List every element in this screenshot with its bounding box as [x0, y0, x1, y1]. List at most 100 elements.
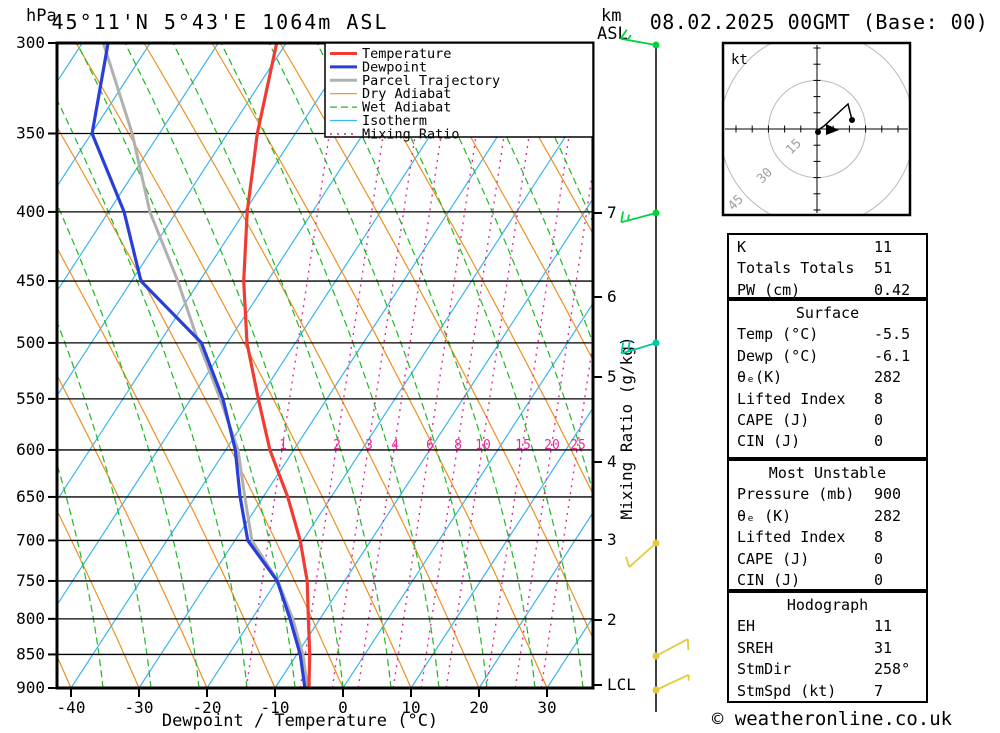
- stats-box-header: Hodograph: [786, 596, 869, 614]
- legend-label: Temperature: [362, 46, 451, 62]
- plot-border: [55, 41, 595, 690]
- stats-row: θₑ(K) 282: [729, 367, 926, 388]
- stat-label: SREH: [737, 638, 774, 657]
- stats-row: CIN (J) 0: [729, 431, 926, 452]
- mixing-ratio-value: 8: [454, 438, 462, 453]
- pressure-tick-label: 850: [16, 644, 45, 663]
- plot-background-lines: [57, 43, 593, 688]
- stats-row: CIN (J) 0: [729, 570, 926, 591]
- legend-label: Isotherm: [362, 113, 427, 129]
- stat-value: 0: [874, 549, 884, 568]
- stat-value: 0: [874, 570, 884, 589]
- km-axis-label: km: [601, 6, 622, 26]
- legend-label: Wet Adiabat: [362, 100, 451, 116]
- mixing-ratio-value: 10: [475, 438, 491, 453]
- stat-label: Lifted Index: [737, 389, 846, 408]
- pressure-tick-label: 550: [16, 389, 45, 408]
- legend-label: Dry Adiabat: [362, 86, 451, 102]
- temp-tick-label: -20: [193, 698, 222, 717]
- stats-row: StmDir 258°: [729, 659, 926, 680]
- wind-barb: [620, 209, 660, 224]
- km-tick-label: 2: [607, 610, 617, 629]
- parcel-trajectory-curve: [101, 43, 310, 688]
- wind-barb: [619, 29, 660, 49]
- stats-row: PW (cm) 0.42: [729, 280, 926, 301]
- mixing-ratio-value: 3: [365, 438, 373, 453]
- temp-tick-label: -40: [57, 698, 86, 717]
- stats-row: Totals Totals 51: [729, 258, 926, 279]
- lcl-label: LCL: [607, 675, 636, 694]
- stat-value: 0.42: [874, 280, 911, 299]
- stats-box-hodograph: Hodograph EH 11 SREH 31 StmDir 258° StmSpd (kt)…: [727, 591, 928, 703]
- stat-label: Dewp (°C): [737, 346, 819, 365]
- legend-label: Dewpoint: [362, 59, 427, 75]
- stat-value: 282: [874, 506, 902, 525]
- wind-barb: [652, 638, 690, 660]
- wet-adiabat-lines: [57, 43, 593, 688]
- stat-value: 258°: [874, 660, 911, 679]
- stats-box-header: Surface: [795, 304, 860, 322]
- mixing-ratio-value: 4: [391, 438, 399, 453]
- temp-tick-label: -10: [261, 698, 290, 717]
- stat-value: 11: [874, 238, 893, 256]
- km-tick-label: 6: [607, 287, 617, 306]
- stats-row: CAPE (J) 0: [729, 410, 926, 431]
- stats-row: K 11: [729, 237, 926, 258]
- temp-tick-label: 10: [401, 698, 420, 717]
- wind-barb: [625, 539, 660, 568]
- mixing-ratio-value: 2: [333, 438, 341, 453]
- stat-label: EH: [737, 617, 756, 636]
- stats-row: θₑ (K) 282: [729, 506, 926, 527]
- wind-barb: [620, 339, 660, 355]
- stats-row: CAPE (J) 0: [729, 549, 926, 570]
- temp-tick-label: -30: [125, 698, 154, 717]
- stat-label: CAPE (J): [737, 410, 810, 429]
- stat-label: Lifted Index: [737, 528, 846, 547]
- pressure-tick-label: 700: [16, 530, 45, 549]
- pressure-tick-label: 500: [16, 333, 45, 352]
- stat-value: -5.5: [874, 325, 911, 344]
- stat-label: CAPE (J): [737, 549, 810, 568]
- pressure-tick-label: 750: [16, 571, 45, 590]
- pressure-tick-label: 900: [16, 678, 45, 697]
- stats-row: SREH 31: [729, 638, 926, 659]
- stat-label: StmSpd (kt): [737, 681, 837, 700]
- stat-value: 11: [874, 617, 893, 636]
- temperature-axis: -40 -30 -20 -10 0 10 20 30 Dewpoint / Temperatur…: [57, 688, 557, 731]
- stats-row: Lifted Index 8: [729, 527, 926, 548]
- stat-value: -6.1: [874, 346, 911, 365]
- stat-value: 7: [874, 681, 884, 700]
- stat-value: 900: [874, 485, 902, 504]
- stat-label: Temp (°C): [737, 325, 819, 344]
- wind-barb: [652, 673, 690, 694]
- stat-value: 282: [874, 368, 902, 387]
- mixing-ratio-labels: 1 2 3 4 6 8 10 15 20 25 Mixing Ratio (g/kg): [279, 336, 636, 519]
- stats-row: Dewp (°C) -6.1: [729, 346, 926, 367]
- dewpoint-curve: [90, 43, 307, 688]
- pressure-tick-label: 350: [16, 124, 45, 143]
- stat-label: Pressure (mb): [737, 485, 855, 504]
- km-tick-label: 3: [607, 530, 617, 549]
- stats-box-most-unstable: Most Unstable Pressure (mb) 900 θₑ (K) 282 Li…: [727, 459, 928, 591]
- stats-row: Temp (°C) -5.5: [729, 324, 926, 345]
- stat-value: 51: [874, 259, 893, 278]
- stat-label: Totals Totals: [737, 259, 855, 278]
- pressure-axis-unit: hPa: [26, 6, 57, 26]
- legend-label: Parcel Trajectory: [362, 73, 500, 89]
- stat-label: θₑ (K): [737, 506, 792, 525]
- stat-value: 0: [874, 432, 884, 451]
- legend-label: Mixing Ratio: [362, 126, 460, 142]
- pressure-tick-label: 800: [16, 609, 45, 628]
- pressure-tick-label: 300: [16, 33, 45, 52]
- temp-tick-label: 30: [537, 698, 556, 717]
- stat-value: 8: [874, 528, 884, 547]
- mixing-ratio-value: 15: [515, 438, 531, 453]
- pressure-tick-label: 400: [16, 202, 45, 221]
- temp-tick-label: 0: [338, 698, 348, 717]
- stat-value: 31: [874, 638, 893, 657]
- datetime-title: 08.02.2025 00GMT (Base: 00): [649, 10, 989, 34]
